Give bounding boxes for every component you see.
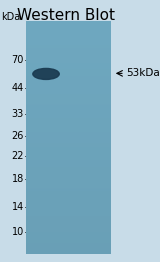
Text: 26: 26 bbox=[12, 131, 24, 141]
Text: 22: 22 bbox=[12, 151, 24, 161]
Text: 10: 10 bbox=[12, 227, 24, 237]
Text: 14: 14 bbox=[12, 202, 24, 212]
Text: 53kDa: 53kDa bbox=[126, 68, 160, 78]
Text: kDa: kDa bbox=[1, 12, 20, 22]
Text: 18: 18 bbox=[12, 174, 24, 184]
Text: 33: 33 bbox=[12, 109, 24, 119]
Text: 70: 70 bbox=[12, 55, 24, 65]
Text: Western Blot: Western Blot bbox=[17, 8, 115, 23]
Text: 44: 44 bbox=[12, 83, 24, 93]
